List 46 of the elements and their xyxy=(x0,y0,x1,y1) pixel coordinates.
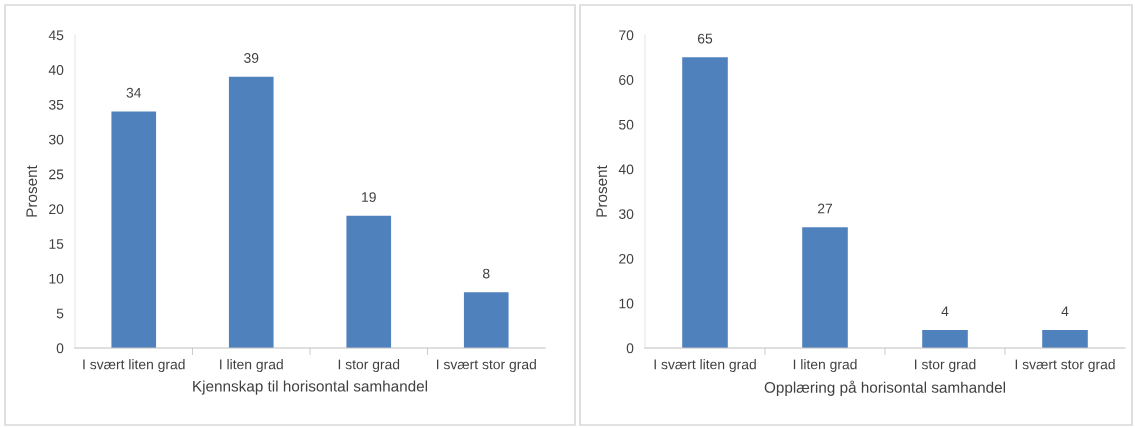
bar xyxy=(922,330,968,348)
bar xyxy=(111,111,157,348)
x-tick-label: I svært stor grad xyxy=(1015,359,1115,373)
y-tick-label: 35 xyxy=(48,99,64,110)
y-tick-label: 25 xyxy=(49,169,64,180)
y-tick-label: 5 xyxy=(56,308,64,319)
y-tick-label: 0 xyxy=(56,343,64,354)
x-tick-label: I stor grad xyxy=(338,359,400,373)
y-tick-label: 45 xyxy=(48,30,64,41)
bar xyxy=(802,227,848,348)
y-tick-label: 70 xyxy=(619,30,634,41)
bar xyxy=(463,292,509,348)
y-tick-label: 40 xyxy=(48,65,64,75)
bar xyxy=(228,76,274,348)
x-tick-label: I svært liten grad xyxy=(654,359,756,373)
x-tick-label: I svært liten grad xyxy=(83,359,185,373)
y-tick-label: 10 xyxy=(49,273,64,284)
x-axis-title: Opplæring på horisontal samhandel xyxy=(764,380,1006,396)
bar xyxy=(682,57,728,348)
y-tick-label: 50 xyxy=(619,119,634,130)
x-tick-label: I liten grad xyxy=(793,359,857,373)
data-label: 19 xyxy=(362,192,376,202)
y-tick-label: 40 xyxy=(618,164,634,175)
x-tick-label: I stor grad xyxy=(915,359,976,373)
data-label: 8 xyxy=(482,268,490,279)
y-axis-title: Prosent xyxy=(596,165,608,217)
bar xyxy=(1042,330,1088,348)
data-label: 39 xyxy=(244,53,259,63)
y-axis-title: Prosent xyxy=(26,165,38,217)
y-tick-label: 30 xyxy=(48,134,64,145)
data-label: 27 xyxy=(817,203,833,214)
y-tick-label: 15 xyxy=(49,239,64,249)
y-tick-label: 20 xyxy=(619,253,634,264)
y-tick-label: 60 xyxy=(619,75,634,85)
y-tick-label: 20 xyxy=(49,204,64,215)
bar xyxy=(346,215,392,348)
y-tick-label: 0 xyxy=(626,343,634,354)
x-axis-title: Kjennskap til horisontal samhandel xyxy=(193,380,428,395)
data-label: 34 xyxy=(126,87,142,98)
data-label: 4 xyxy=(1061,306,1069,317)
y-tick-label: 10 xyxy=(619,298,634,309)
y-tick-label: 30 xyxy=(618,209,634,220)
x-tick-label: I svært stor grad xyxy=(436,359,536,373)
data-label: 4 xyxy=(941,306,949,317)
x-tick-label: I liten grad xyxy=(220,359,283,373)
data-label: 65 xyxy=(697,33,713,44)
